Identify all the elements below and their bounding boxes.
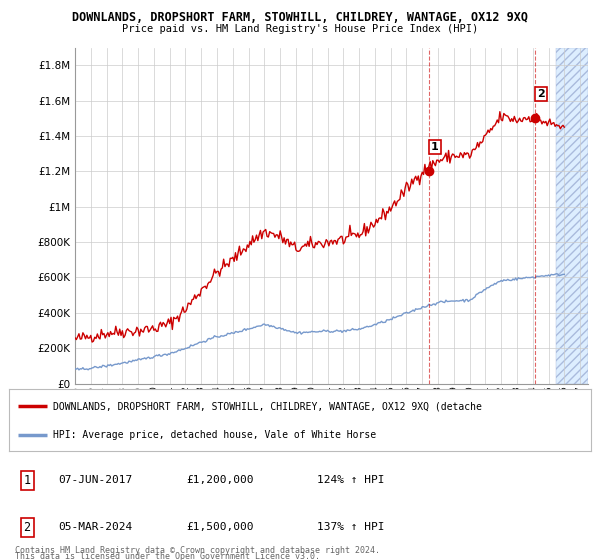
Text: HPI: Average price, detached house, Vale of White Horse: HPI: Average price, detached house, Vale… [53, 431, 376, 440]
Text: This data is licensed under the Open Government Licence v3.0.: This data is licensed under the Open Gov… [15, 552, 320, 560]
Text: Price paid vs. HM Land Registry's House Price Index (HPI): Price paid vs. HM Land Registry's House … [122, 24, 478, 34]
Text: 137% ↑ HPI: 137% ↑ HPI [317, 522, 385, 532]
Text: Contains HM Land Registry data © Crown copyright and database right 2024.: Contains HM Land Registry data © Crown c… [15, 545, 380, 555]
Bar [556, 48, 588, 384]
Text: £1,200,000: £1,200,000 [187, 475, 254, 485]
Text: 07-JUN-2017: 07-JUN-2017 [58, 475, 133, 485]
Text: 124% ↑ HPI: 124% ↑ HPI [317, 475, 385, 485]
Text: 1: 1 [431, 142, 439, 152]
Text: 05-MAR-2024: 05-MAR-2024 [58, 522, 133, 532]
Text: £1,500,000: £1,500,000 [187, 522, 254, 532]
Text: 1: 1 [23, 474, 31, 487]
Text: DOWNLANDS, DROPSHORT FARM, STOWHILL, CHILDREY, WANTAGE, OX12 9XQ: DOWNLANDS, DROPSHORT FARM, STOWHILL, CHI… [72, 11, 528, 24]
Text: 2: 2 [23, 521, 31, 534]
Bar [556, 48, 588, 384]
Text: DOWNLANDS, DROPSHORT FARM, STOWHILL, CHILDREY, WANTAGE, OX12 9XQ (detache: DOWNLANDS, DROPSHORT FARM, STOWHILL, CHI… [53, 402, 482, 412]
Text: 2: 2 [537, 89, 545, 99]
